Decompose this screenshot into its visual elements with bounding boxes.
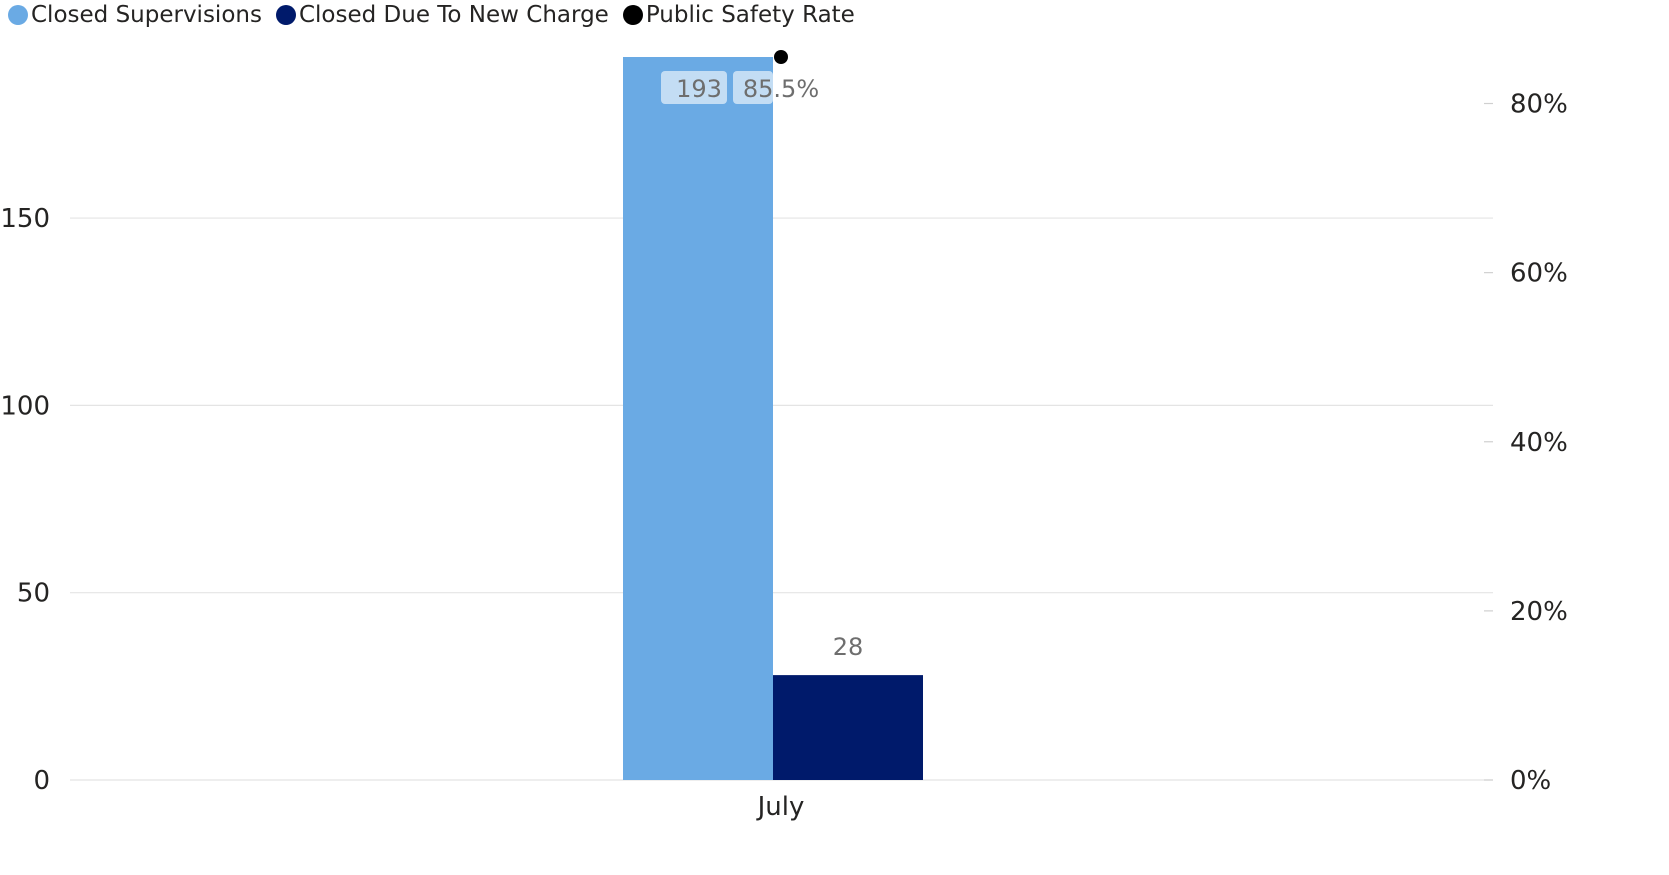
data-label-closed-supervisions: 193 <box>676 75 722 103</box>
x-axis-tick-label: July <box>756 792 805 822</box>
legend-marker-closed-due-to-new-charge <box>275 5 296 25</box>
legend-label-closed-due-to-new-charge: Closed Due To New Charge <box>298 2 609 28</box>
bar-closed-due-to-new-charge-july <box>773 675 923 780</box>
bar-closed-supervisions-july <box>623 57 773 780</box>
right-axis-tick-label: 60% <box>1510 259 1568 289</box>
right-axis-ticks: 0% 20% 40% 60% 80% <box>1484 90 1568 796</box>
right-axis-tick-label: 20% <box>1510 597 1568 627</box>
data-labels: 193 28 85.5% <box>661 50 863 661</box>
data-label-closed-due-to-new-charge: 28 <box>833 633 864 661</box>
chart-legend: Closed Supervisions Closed Due To New Ch… <box>8 0 869 30</box>
legend-marker-closed-supervisions <box>8 5 28 25</box>
left-axis-tick-label: 0 <box>33 766 50 796</box>
left-axis-tick-label: 100 <box>0 391 50 421</box>
left-axis-tick-label: 150 <box>0 204 50 234</box>
right-axis-tick-label: 80% <box>1510 90 1568 120</box>
right-axis-tick-label: 0% <box>1510 766 1551 796</box>
legend-label-closed-supervisions: Closed Supervisions <box>31 2 262 28</box>
legend-item-closed-due-to-new-charge[interactable]: Closed Due To New Charge <box>275 2 609 28</box>
legend-marker-public-safety-rate <box>622 5 643 25</box>
legend-label-public-safety-rate: Public Safety Rate <box>645 2 855 28</box>
data-label-background <box>733 71 773 104</box>
x-axis: July <box>756 792 805 822</box>
left-axis-tick-label: 50 <box>17 579 50 609</box>
bars <box>623 57 923 780</box>
point-public-safety-rate-july <box>774 50 788 64</box>
left-axis-ticks: 0 50 100 150 <box>0 204 50 796</box>
data-label-public-safety-rate: 85.5% <box>743 75 819 103</box>
legend-item-public-safety-rate[interactable]: Public Safety Rate <box>622 2 855 28</box>
data-label-background <box>661 71 727 104</box>
legend-item-closed-supervisions[interactable]: Closed Supervisions <box>8 2 262 28</box>
right-axis-tick-label: 40% <box>1510 428 1568 458</box>
